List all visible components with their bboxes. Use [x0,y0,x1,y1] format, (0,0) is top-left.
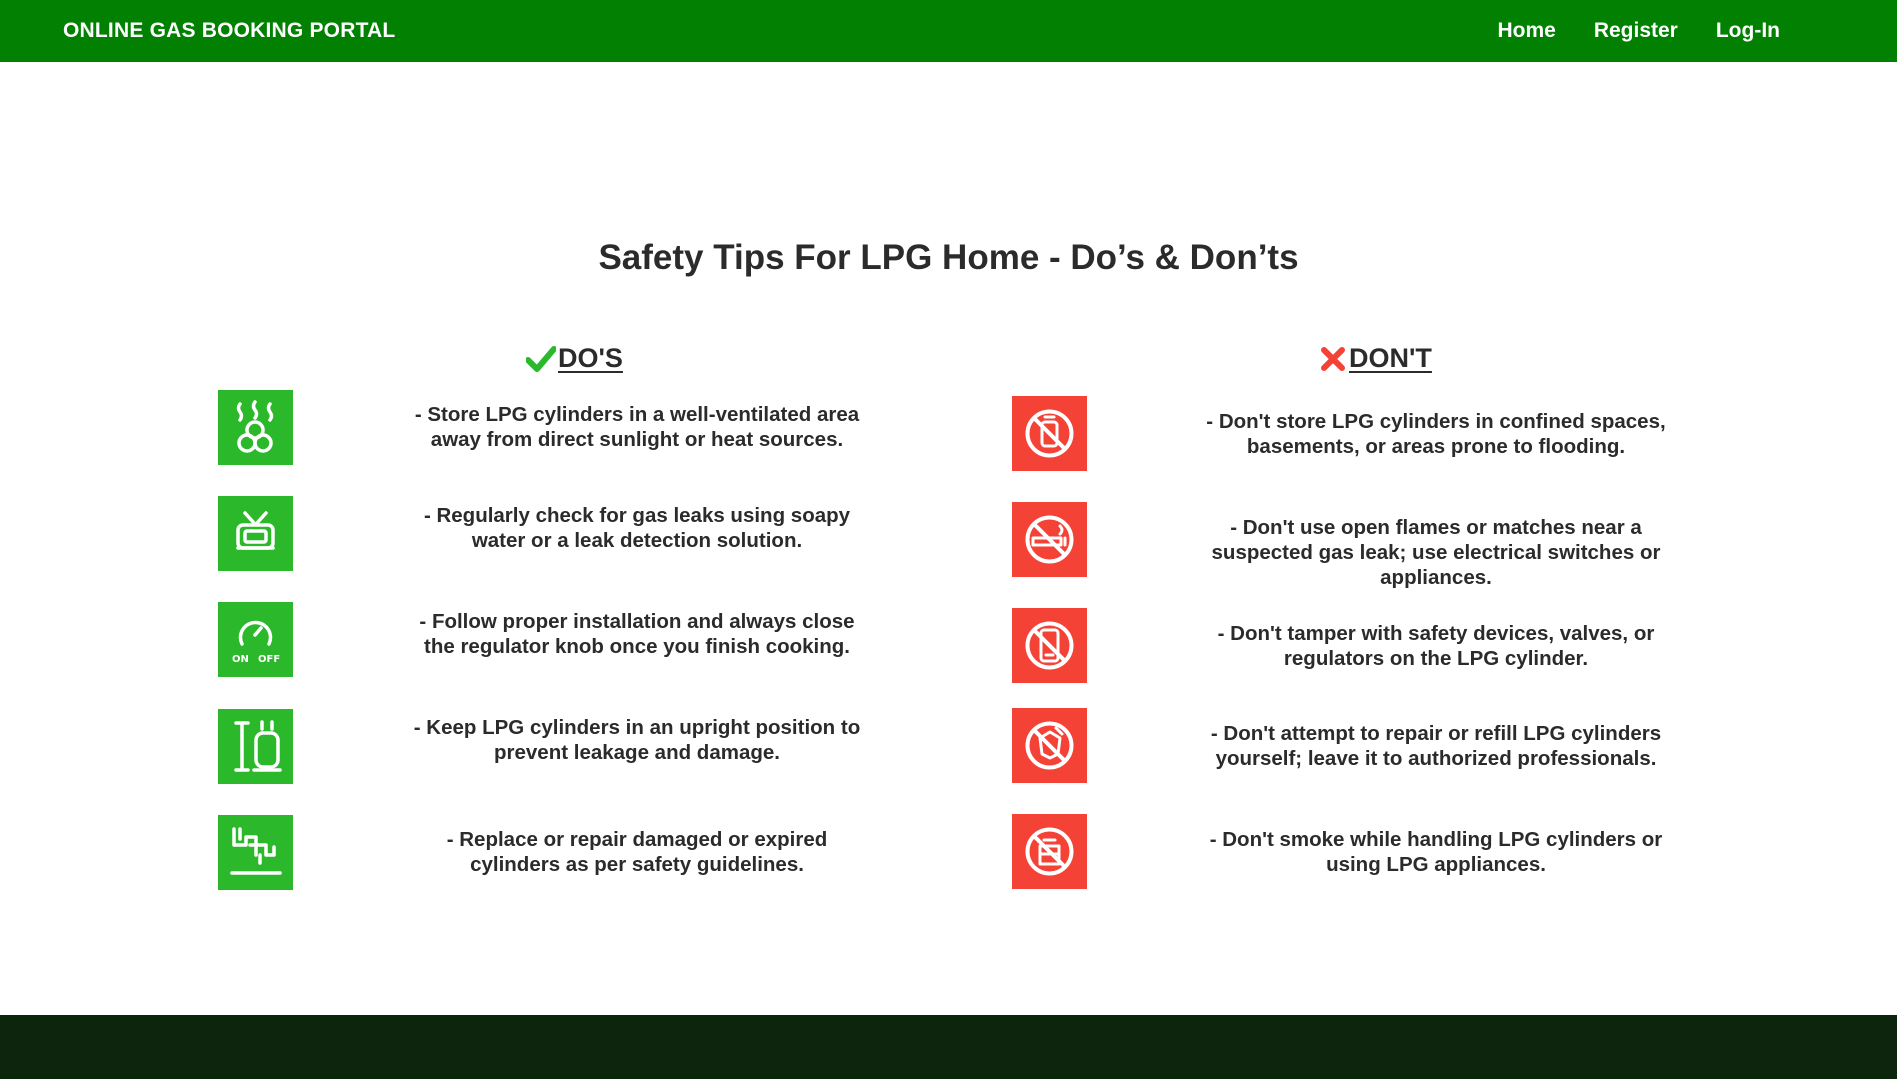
footer [0,1015,1897,1079]
no-confined-storage-icon [1012,396,1087,471]
no-repair-icon [1012,708,1087,783]
svg-text:ON: ON [232,654,249,665]
dos-tip-3: - Follow proper installation and always … [419,610,855,658]
dos-tip-1: - Store LPG cylinders in a well-ventilat… [414,403,860,451]
donts-tip-1: - Don't store LPG cylinders in confined … [1206,410,1666,458]
nav-home-link[interactable]: Home [1497,19,1556,42]
donts-heading-label: DON'T [1349,343,1432,373]
dos-heading-label: DO'S [558,343,623,373]
donts-tip-4: - Don't attempt to repair or refill LPG … [1210,722,1662,770]
cross-icon [1321,346,1345,371]
check-icon [526,345,556,372]
regulator-knob-icon: ON OFF [218,602,293,677]
page-title: Safety Tips For LPG Home - Do’s & Don’ts [598,238,1299,277]
no-smoking-icon [1012,502,1087,577]
donts-tip-3: - Don't tamper with safety devices, valv… [1217,622,1655,670]
nav-login-link[interactable]: Log-In [1715,19,1780,42]
dos-tip-5: - Replace or repair damaged or expired c… [446,828,828,876]
dos-tip-4: - Keep LPG cylinders in an upright posit… [413,716,861,764]
no-phone-icon [1012,608,1087,683]
leak-check-icon [218,496,293,571]
no-handling-icon [1012,814,1087,889]
brand-title[interactable]: ONLINE GAS BOOKING PORTAL [63,19,396,42]
upright-cylinder-icon [218,709,293,784]
svg-text:OFF: OFF [258,654,280,665]
nav-register-link[interactable]: Register [1593,19,1678,42]
dos-heading: DO'S [526,343,623,374]
donts-tip-2: - Don't use open flames or matches near … [1211,516,1661,589]
pipe-repair-icon [218,815,293,890]
top-navbar: ONLINE GAS BOOKING PORTAL Home Register … [0,0,1897,62]
ventilation-icon [218,390,293,465]
dos-tip-2: - Regularly check for gas leaks using so… [423,504,851,552]
donts-heading: DON'T [1320,343,1432,374]
donts-tip-5: - Don't smoke while handling LPG cylinde… [1209,828,1663,876]
nav-links: Home Register Log-In [1459,19,1780,43]
